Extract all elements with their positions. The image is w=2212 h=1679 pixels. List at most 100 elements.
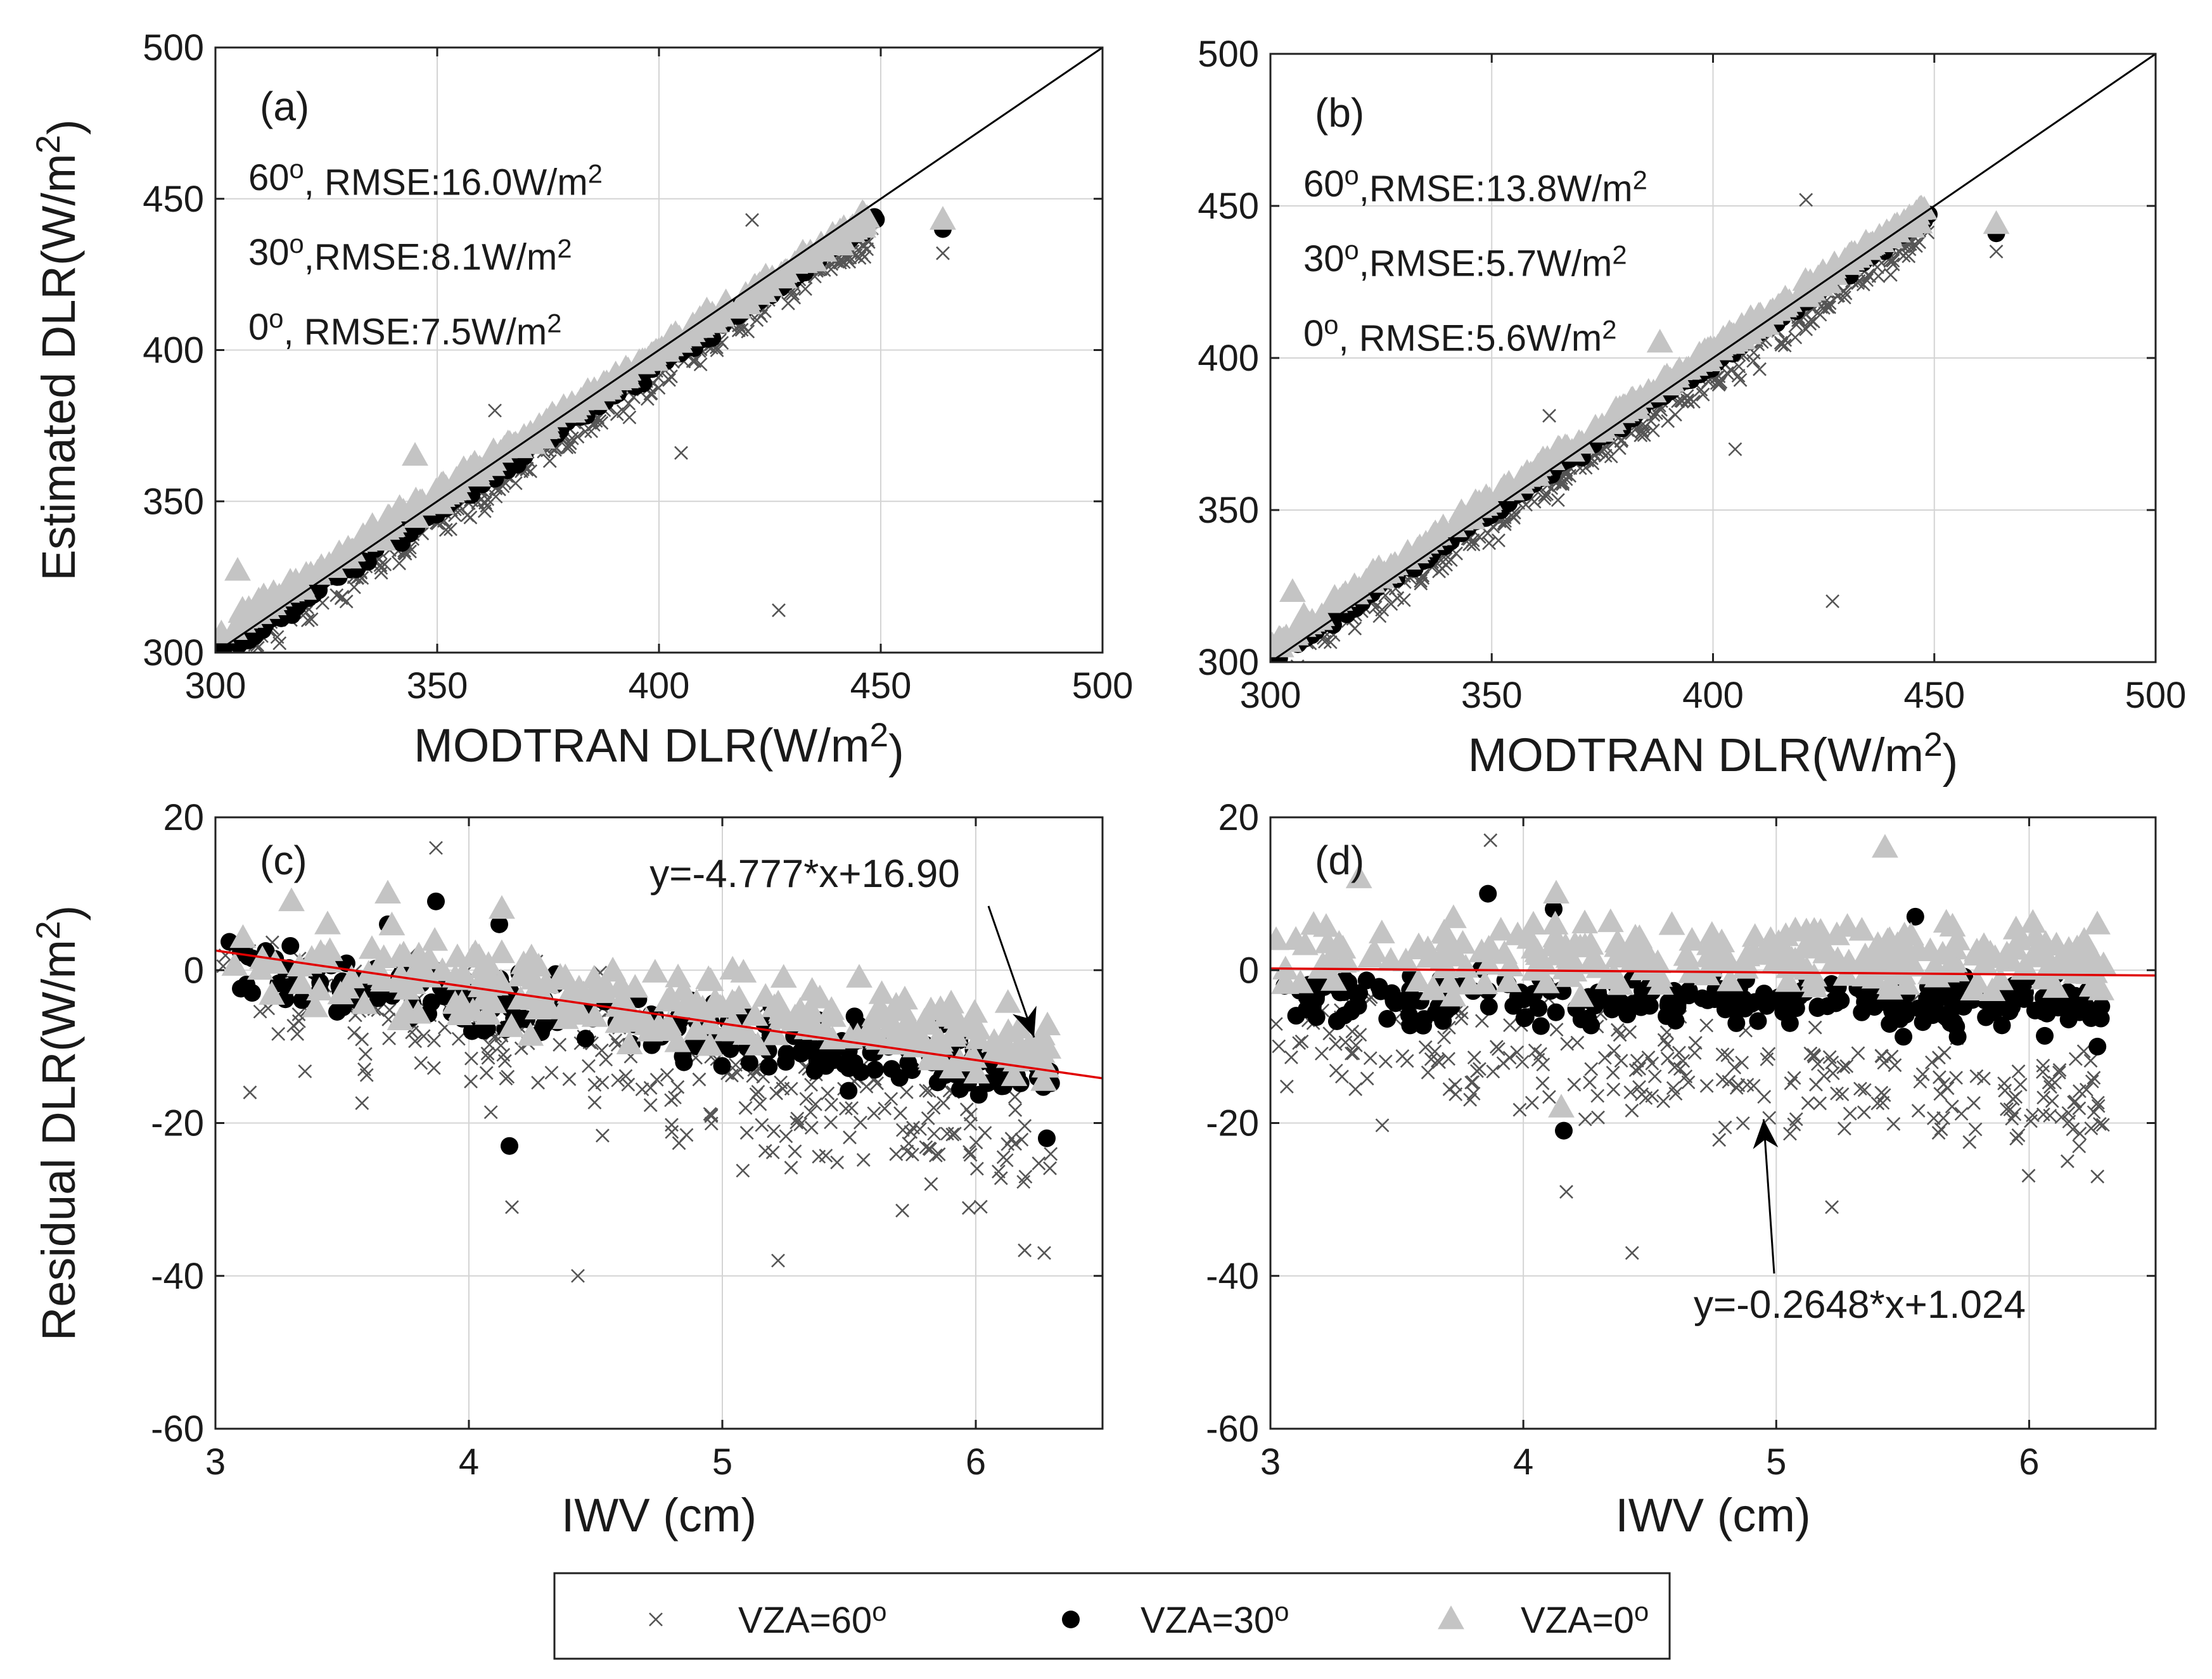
data-point: [387, 962, 414, 986]
y-tick-label: 450: [1198, 186, 1259, 227]
data-point: [864, 1025, 892, 1049]
data-point: [1757, 1090, 1772, 1104]
data-point: [393, 976, 420, 1000]
data-point: [1018, 1119, 1032, 1133]
data-point: [653, 1017, 680, 1041]
data-point: [1673, 1062, 1687, 1076]
data-point: [1576, 950, 1604, 974]
data-point: [421, 927, 449, 951]
panel-c: 3 4 5 6 -60 -40 -20 0 20 IWV (cm) Residual DLR(W/m…: [30, 797, 1104, 1542]
data-point: [1279, 1079, 1294, 1094]
data-point-outlier: [1646, 329, 1673, 353]
data-point: [1760, 1052, 1774, 1066]
data-point: [1661, 414, 1675, 428]
data-point: [1454, 1011, 1469, 1026]
data-point: [1520, 935, 1547, 959]
y-tick-label: -60: [151, 1408, 204, 1450]
data-point: [1835, 1087, 1850, 1102]
data-point: [595, 1075, 610, 1090]
y-tick-label: 0: [184, 950, 204, 991]
data-point: [1329, 1063, 1343, 1078]
rmse-annotation: 0o, RMSE:7.5W/m2: [248, 303, 561, 352]
data-point: [480, 989, 507, 1014]
data-point: [1681, 1075, 1696, 1090]
data-point: [2054, 1110, 2069, 1125]
one-to-one-line: [1270, 54, 2156, 662]
data-point: [755, 1118, 769, 1132]
data-point: [451, 1031, 466, 1046]
data-point: [1969, 1069, 1984, 1083]
x-tick-label: 6: [966, 1441, 986, 1483]
data-point: [1940, 1081, 1955, 1095]
panel-b: 300 350 400 450 500 300 350 400 450 500 MODTRAN DL…: [1198, 34, 2186, 787]
data-point: [1008, 1102, 1023, 1117]
data-point: [819, 1003, 847, 1027]
data-point: [1566, 933, 1594, 957]
data-point: [1504, 921, 1531, 945]
legend-label: VZA=0o: [1521, 1597, 1649, 1641]
data-point: [498, 1013, 525, 1037]
x-tick-label: 3: [1260, 1441, 1281, 1483]
data-point: [1272, 970, 1300, 994]
data-point: [1472, 1062, 1486, 1076]
data-point: [1830, 1086, 1844, 1101]
data-point: [2052, 1063, 2067, 1077]
data-point: [277, 568, 304, 592]
data-point: [762, 1021, 790, 1045]
data-point: [1672, 1045, 1686, 1060]
data-point: [1292, 1036, 1307, 1050]
data-point: [335, 589, 350, 604]
data-point: [770, 964, 797, 988]
data-point: [1507, 511, 1521, 525]
data-point: [1971, 950, 1998, 975]
data-point: [768, 997, 795, 1022]
data-point: [1521, 957, 1548, 981]
data-point: [1629, 943, 1656, 967]
data-point: [2024, 940, 2050, 964]
data-point: [845, 1101, 859, 1115]
data-point: [1320, 967, 1347, 991]
data-point: [1806, 1048, 1821, 1063]
data-point: [507, 986, 534, 1010]
data-point: [562, 1072, 577, 1087]
data-point: [1637, 428, 1651, 442]
y-tick-label: 500: [1198, 34, 1259, 75]
data-point: [741, 324, 755, 339]
data-point: [1853, 1082, 1867, 1096]
data-point: [1780, 1014, 1799, 1032]
series-vza-0: [221, 879, 1062, 1091]
data-point: [1415, 1010, 1433, 1028]
data-point: [1583, 1075, 1597, 1090]
data-point: [298, 1064, 312, 1078]
data-point: [804, 1078, 818, 1092]
data-point: [1475, 950, 1502, 975]
data-point: [839, 1101, 853, 1116]
data-point: [706, 993, 734, 1018]
data-point: [2048, 1075, 2062, 1090]
series-vza-60: [215, 213, 950, 653]
data-point: [665, 1125, 679, 1139]
data-point: [2019, 909, 2047, 933]
data-point: [444, 522, 457, 537]
data-point: [703, 1107, 717, 1121]
data-point: [288, 970, 315, 994]
fit-arrow-shaft: [987, 905, 1035, 1038]
data-point: [2068, 1094, 2083, 1109]
data-point: [494, 1038, 508, 1052]
data-point: [2036, 1064, 2050, 1079]
data-point: [1368, 919, 1395, 943]
data-point: [1429, 940, 1457, 964]
data-point: [1801, 1096, 1815, 1110]
data-point: [2076, 1044, 2091, 1059]
data-point: [2009, 1132, 2024, 1146]
data-point: [329, 588, 344, 603]
data-point: [708, 302, 735, 326]
data-point: [1412, 530, 1440, 554]
data-point: [626, 1008, 653, 1032]
data-point: [300, 613, 315, 627]
data-point: [596, 1128, 610, 1143]
data-point: [995, 1044, 1023, 1068]
data-point: [859, 1080, 874, 1094]
data-point: [438, 523, 453, 537]
data-point: [271, 1026, 286, 1041]
